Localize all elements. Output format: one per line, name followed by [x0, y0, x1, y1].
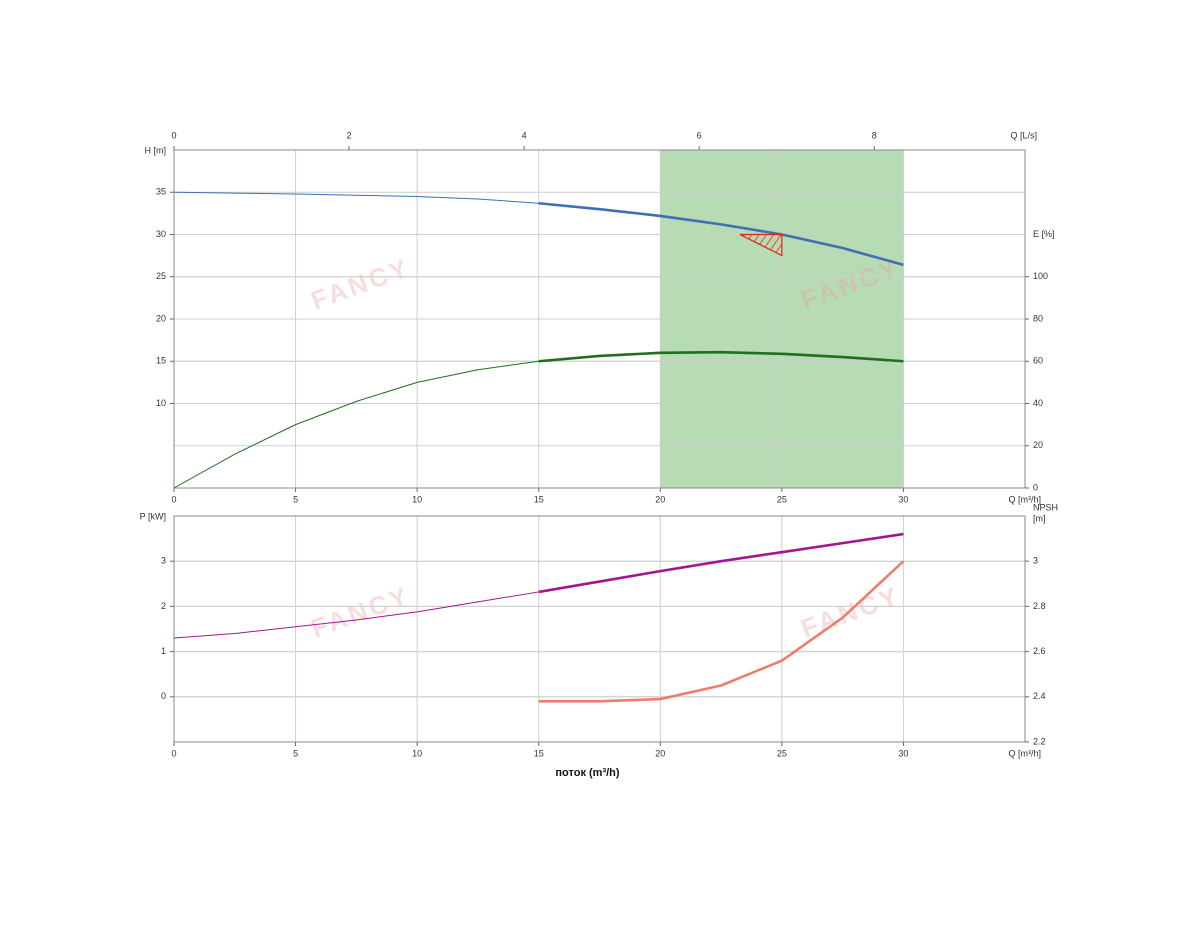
y2-axis-label: NPSH [1033, 502, 1058, 512]
x-axis-unit: Q [m³/h] [1008, 748, 1041, 758]
curve-operating [538, 350, 904, 363]
x2-tick-label: 4 [522, 130, 527, 140]
y2-tick-label: 60 [1033, 356, 1043, 366]
y-tick-label: 0 [161, 691, 166, 701]
x2-axis-label: Q [L/s] [1010, 130, 1037, 140]
y2-axis-label: E [%] [1033, 229, 1055, 239]
plot-frame [173, 515, 1026, 743]
y-tick-label: 25 [156, 271, 166, 281]
y2-tick-label: 100 [1033, 271, 1048, 281]
y2-tick-label: 3 [1033, 556, 1038, 566]
x-tick-label: 30 [898, 494, 908, 504]
y-tick-label: 15 [156, 356, 166, 366]
x-tick-label: 15 [534, 494, 544, 504]
x-tick-label: 25 [777, 494, 787, 504]
y-tick-label: 35 [156, 187, 166, 197]
x-tick-label: 15 [534, 748, 544, 758]
x-tick-label: 10 [412, 748, 422, 758]
x-tick-label: 25 [777, 748, 787, 758]
x-axis-label: поток (m³/h) [555, 767, 619, 779]
x-tick-label: 30 [898, 748, 908, 758]
x-tick-label: 0 [171, 748, 176, 758]
y-tick-label: 3 [161, 556, 166, 566]
x-tick-label: 5 [293, 748, 298, 758]
x-tick-label: 10 [412, 494, 422, 504]
x-tick-label: 20 [655, 748, 665, 758]
y2-tick-label: 2.6 [1033, 646, 1046, 656]
x-tick-label: 20 [655, 494, 665, 504]
x-tick-label: 5 [293, 494, 298, 504]
y-tick-label: 2 [161, 601, 166, 611]
curve-operating [538, 532, 904, 594]
x-axis-unit: Q [m³/h] [1008, 494, 1041, 504]
x2-tick-label: 8 [872, 130, 877, 140]
y-tick-label: 30 [156, 229, 166, 239]
y2-tick-label: 2.4 [1033, 691, 1046, 701]
y2-tick-label: 2.8 [1033, 601, 1046, 611]
y2-axis-label: [m] [1033, 513, 1046, 523]
y-axis-label: H [m] [145, 145, 167, 155]
curve-operating [538, 560, 905, 703]
x2-tick-label: 6 [697, 130, 702, 140]
y2-tick-label: 80 [1033, 313, 1043, 323]
x2-tick-label: 0 [171, 130, 176, 140]
y2-tick-label: 40 [1033, 398, 1043, 408]
x2-tick-label: 2 [347, 130, 352, 140]
y-tick-label: 1 [161, 646, 166, 656]
y2-tick-label: 20 [1033, 440, 1043, 450]
y-tick-label: 20 [156, 313, 166, 323]
plot-frame [173, 149, 1026, 489]
y-tick-label: 10 [156, 398, 166, 408]
x-tick-label: 0 [171, 494, 176, 504]
y2-tick-label: 2.2 [1033, 736, 1046, 746]
curve-operating [538, 201, 904, 267]
y2-tick-label: 0 [1033, 482, 1038, 492]
duty-point [739, 233, 783, 257]
y-axis-label: P [kW] [140, 511, 166, 521]
